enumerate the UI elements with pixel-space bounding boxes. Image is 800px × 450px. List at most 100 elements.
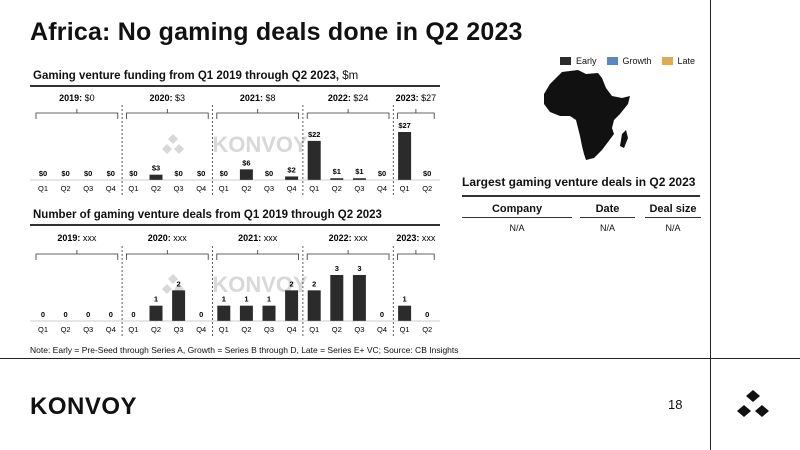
bar-value-label: $0 [378, 169, 386, 178]
x-tick-label: Q2 [422, 325, 432, 334]
bar [352, 178, 366, 180]
konvoy-logo: KONVOY [30, 393, 138, 420]
cell-deal-size: N/A [665, 223, 681, 233]
bar-value-label: 1 [154, 295, 158, 304]
x-tick-label: Q3 [264, 184, 274, 193]
col-line-date [580, 217, 635, 218]
year-label: 2019: $0 [59, 93, 95, 103]
bar [330, 178, 344, 180]
watermark-text: KONVOY [212, 132, 308, 157]
funding-chart: KONVOY 2019: $0 2020: $3 2021: $8 2022: $24 2… [30, 93, 440, 195]
bar-value-label: 0 [41, 310, 45, 319]
bar [285, 290, 299, 321]
x-tick-label: Q3 [83, 184, 93, 193]
bar-value-label: 2 [312, 279, 316, 288]
bar-value-label: $0 [197, 169, 205, 178]
bar-value-label: 3 [335, 264, 339, 273]
x-tick-label: Q3 [264, 325, 274, 334]
bar-value-label: 0 [131, 310, 135, 319]
legend-swatch-growth [606, 57, 618, 65]
bar-value-label: 0 [425, 310, 429, 319]
bar [239, 169, 253, 180]
x-tick-label: Q1 [309, 325, 319, 334]
bar [149, 174, 163, 180]
x-tick-label: Q3 [354, 325, 364, 334]
deals-chart-title: Number of gaming venture deals from Q1 2… [33, 209, 382, 221]
year-label: 2023: xxx [396, 233, 436, 243]
bar [307, 290, 321, 321]
col-line-company [462, 217, 572, 218]
year-label: 2021: xxx [238, 233, 278, 243]
africa-map-icon [544, 70, 630, 160]
bar [239, 305, 253, 321]
legend-swatch-late [661, 57, 673, 65]
year-bracket [306, 253, 390, 260]
bar-value-label: $1 [333, 167, 341, 176]
bar-value-label: $27 [398, 121, 411, 130]
x-tick-label: Q3 [174, 184, 184, 193]
x-tick-label: Q4 [196, 184, 206, 193]
legend-item-late: Late [661, 56, 696, 66]
bar [262, 305, 276, 321]
year-label: 2020: $3 [150, 93, 186, 103]
x-tick-label: Q2 [61, 325, 71, 334]
bar [172, 290, 186, 321]
bar [352, 275, 366, 321]
x-tick-label: Q4 [377, 325, 387, 334]
x-tick-label: Q4 [377, 184, 387, 193]
x-tick-label: Q2 [241, 184, 251, 193]
x-tick-label: Q1 [128, 325, 138, 334]
bar-value-label: 1 [267, 295, 271, 304]
bar [149, 305, 163, 321]
col-header-date: Date [595, 203, 620, 215]
deals-chart-rule [30, 224, 440, 226]
col-header-deal-size: Deal size [649, 203, 697, 215]
x-tick-label: Q1 [400, 184, 410, 193]
bar [330, 275, 344, 321]
x-tick-label: Q1 [128, 184, 138, 193]
x-tick-label: Q1 [219, 325, 229, 334]
bar-value-label: $22 [308, 130, 321, 139]
legend-swatch-early [560, 57, 571, 65]
bar-value-label: $0 [107, 169, 115, 178]
bar-value-label: $0 [129, 169, 137, 178]
x-tick-label: Q2 [241, 325, 251, 334]
x-tick-label: Q4 [287, 325, 297, 334]
x-tick-label: Q1 [38, 325, 48, 334]
legend-label-early: Early [576, 56, 597, 66]
bar-value-label: 1 [403, 295, 407, 304]
x-tick-label: Q1 [400, 325, 410, 334]
bar-value-label: 2 [290, 279, 294, 288]
funding-chart-rule [30, 85, 440, 87]
bar [398, 132, 412, 180]
bar-value-label: 3 [357, 264, 361, 273]
x-tick-label: Q1 [219, 184, 229, 193]
x-tick-label: Q3 [83, 325, 93, 334]
bar-value-label: 0 [199, 310, 203, 319]
year-label: 2019: xxx [57, 233, 97, 243]
year-label: 2020: xxx [148, 233, 188, 243]
bar [307, 140, 321, 180]
watermark-icon [162, 134, 184, 154]
bar-value-label: 1 [222, 295, 226, 304]
x-tick-label: Q1 [309, 184, 319, 193]
x-tick-label: Q2 [332, 184, 342, 193]
bar-value-label: $0 [174, 169, 182, 178]
bar [217, 305, 231, 321]
vertical-divider [710, 0, 711, 450]
funding-chart-title: Gaming venture funding from Q1 2019 thro… [33, 70, 358, 82]
bar-value-label: 0 [109, 310, 113, 319]
legend: Early Growth Late [560, 56, 695, 66]
x-tick-label: Q4 [287, 184, 297, 193]
deals-table-title: Largest gaming venture deals in Q2 2023 [462, 175, 696, 189]
bar-value-label: $0 [39, 169, 47, 178]
x-tick-label: Q2 [61, 184, 71, 193]
legend-label-late: Late [677, 56, 696, 66]
year-bracket [126, 253, 209, 260]
legend-label-growth: Growth [622, 56, 652, 66]
x-tick-label: Q4 [196, 325, 206, 334]
bar-value-label: $0 [84, 169, 92, 178]
bar [398, 305, 412, 321]
x-tick-label: Q3 [174, 325, 184, 334]
